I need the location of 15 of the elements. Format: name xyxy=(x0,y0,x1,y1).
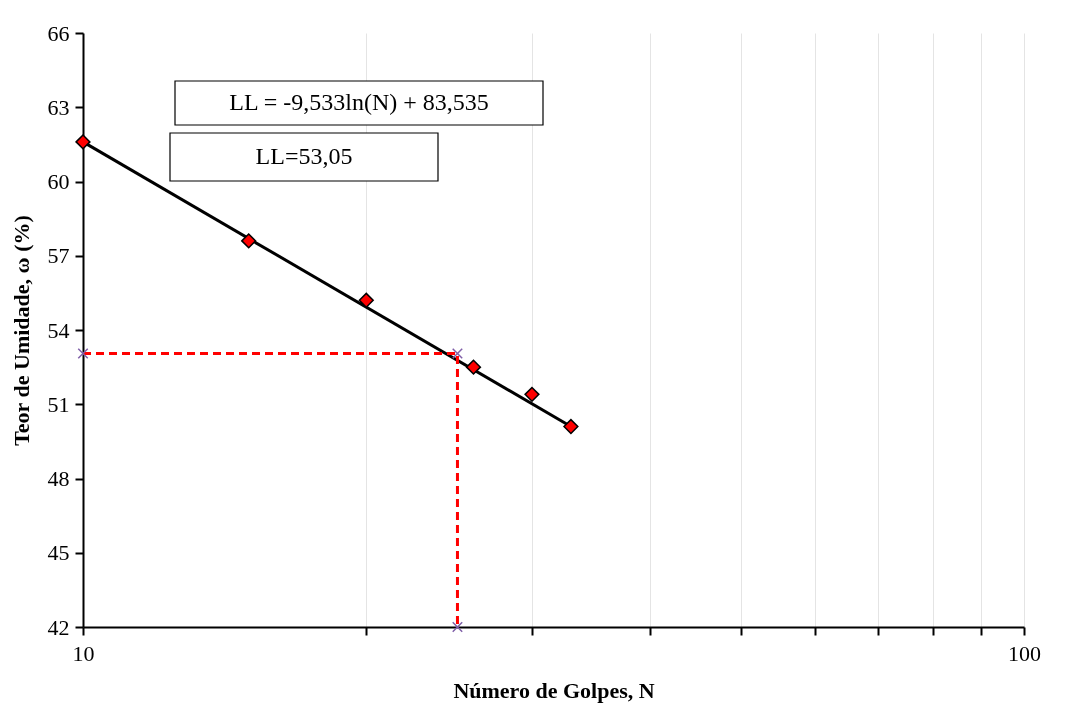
y-tick-label: 51 xyxy=(47,391,70,417)
y-axis-title: Teor de Umidade, ω (%) xyxy=(8,215,34,446)
y-tick-label: 57 xyxy=(47,243,70,269)
x-tick-label: 10 xyxy=(72,640,95,666)
x-tick-label: 100 xyxy=(1008,640,1041,666)
y-tick-label: 42 xyxy=(47,614,70,640)
y-tick-label: 45 xyxy=(47,540,70,566)
y-tick-label: 60 xyxy=(47,169,70,194)
annotation: LL = -9,533ln(N) + 83,535 xyxy=(229,89,489,115)
y-tick-label: 63 xyxy=(47,94,70,120)
y-tick-label: 54 xyxy=(47,317,70,343)
y-tick-label: 48 xyxy=(47,466,70,491)
y-tick-label: 66 xyxy=(47,20,70,46)
x-axis-title: Número de Golpes, N xyxy=(453,677,655,703)
annotation: LL=53,05 xyxy=(255,143,353,169)
